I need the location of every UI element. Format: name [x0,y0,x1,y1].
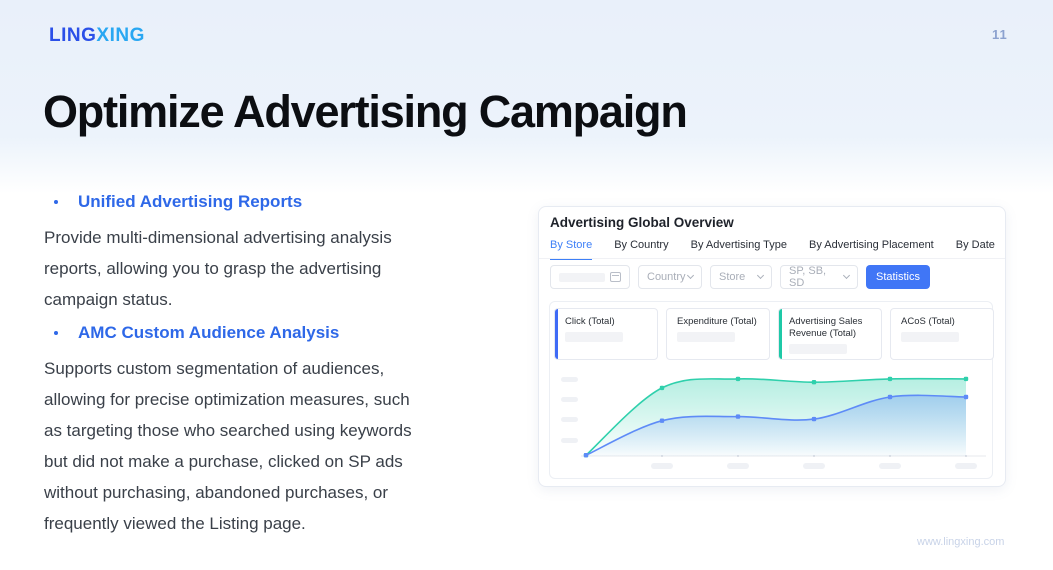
overview-chart-area [553,364,991,476]
panel-title: Advertising Global Overview [550,215,734,230]
country-select-value: Country [647,271,686,283]
accent-bar [891,309,894,359]
paragraph-line: campaign status. [44,290,173,309]
logo-text-xing: XING [96,25,145,46]
bullet-heading: AMC Custom Audience Analysis [78,323,340,342]
redacted-metric-value [677,332,735,342]
metric-card-expenditure[interactable]: Expenditure (Total) [666,308,770,360]
paragraph-line: allowing for precise optimization measur… [44,390,410,409]
bullet-dot [54,200,58,204]
bullet-heading: Unified Advertising Reports [78,192,303,211]
metric-card-acos[interactable]: ACoS (Total) [890,308,994,360]
metric-title: ACoS (Total) [901,316,955,327]
paragraph-line: reports, allowing you to grasp the adver… [44,259,382,278]
overview-tabs: By Store By Country By Advertising Type … [550,238,995,260]
tab-by-store[interactable]: By Store [550,238,593,260]
overview-content-card: Click (Total) Expenditure (Total) Advert… [549,301,994,479]
chevron-down-icon [842,271,851,280]
date-range-input[interactable] [550,265,630,289]
accent-bar [555,309,558,359]
page-number: 11 [992,27,1008,42]
advertising-overview-panel: Advertising Global Overview By Store By … [538,206,1006,487]
bullet-item-unified-reports: Unified Advertising Reports [44,192,302,212]
calendar-icon [610,272,621,282]
bullet-dot [54,331,58,335]
overview-chart [561,376,986,469]
redacted-metric-value [789,344,847,354]
filter-bar: Country Store SP, SB, SD Statistics [550,265,930,289]
paragraph-unified-reports: Provide multi-dimensional advertising an… [44,222,392,315]
metric-card-ad-sales-revenue[interactable]: Advertising Sales Revenue (Total) [778,308,882,360]
paragraph-line: Provide multi-dimensional advertising an… [44,228,392,247]
ad-type-select-value: SP, SB, SD [789,265,827,289]
country-select[interactable]: Country [638,265,702,289]
redacted-metric-value [565,332,623,342]
store-select-value: Store [719,271,746,283]
chevron-down-icon [686,271,695,280]
paragraph-line: without purchasing, abandoned purchases,… [44,483,389,502]
metric-card-click[interactable]: Click (Total) [554,308,658,360]
metric-cards-row: Click (Total) Expenditure (Total) Advert… [554,308,994,360]
metric-title: Expenditure (Total) [677,316,757,327]
bullet-item-amc-analysis: AMC Custom Audience Analysis [44,323,339,343]
tabs-divider [539,258,1005,259]
statistics-button[interactable]: Statistics [866,265,930,289]
chevron-down-icon [756,271,765,280]
tab-by-advertising-placement[interactable]: By Advertising Placement [809,239,934,251]
metric-title: Advertising Sales Revenue (Total) [789,316,863,339]
paragraph-line: frequently viewed the Listing page. [44,514,306,533]
tab-by-country[interactable]: By Country [614,239,669,251]
store-select[interactable]: Store [710,265,772,289]
lingxing-logo: LINGXING [49,25,145,47]
paragraph-line: as targeting those who searched using ke… [44,421,412,440]
tab-by-advertising-type[interactable]: By Advertising Type [690,239,788,251]
slide-title: Optimize Advertising Campaign [43,86,688,137]
accent-bar [779,309,782,359]
paragraph-line: Supports custom segmentation of audience… [44,359,385,378]
redacted-metric-value [901,332,959,342]
logo-text-ling: LING [49,25,97,46]
metric-title: Click (Total) [565,316,615,327]
tab-by-date[interactable]: By Date [955,239,995,251]
website-url: www.lingxing.com [917,536,1005,548]
paragraph-line: but did not make a purchase, clicked on … [44,452,403,471]
ad-type-select[interactable]: SP, SB, SD [780,265,858,289]
accent-bar [667,309,670,359]
redacted-date-value [559,272,605,282]
paragraph-amc-analysis: Supports custom segmentation of audience… [44,353,412,539]
